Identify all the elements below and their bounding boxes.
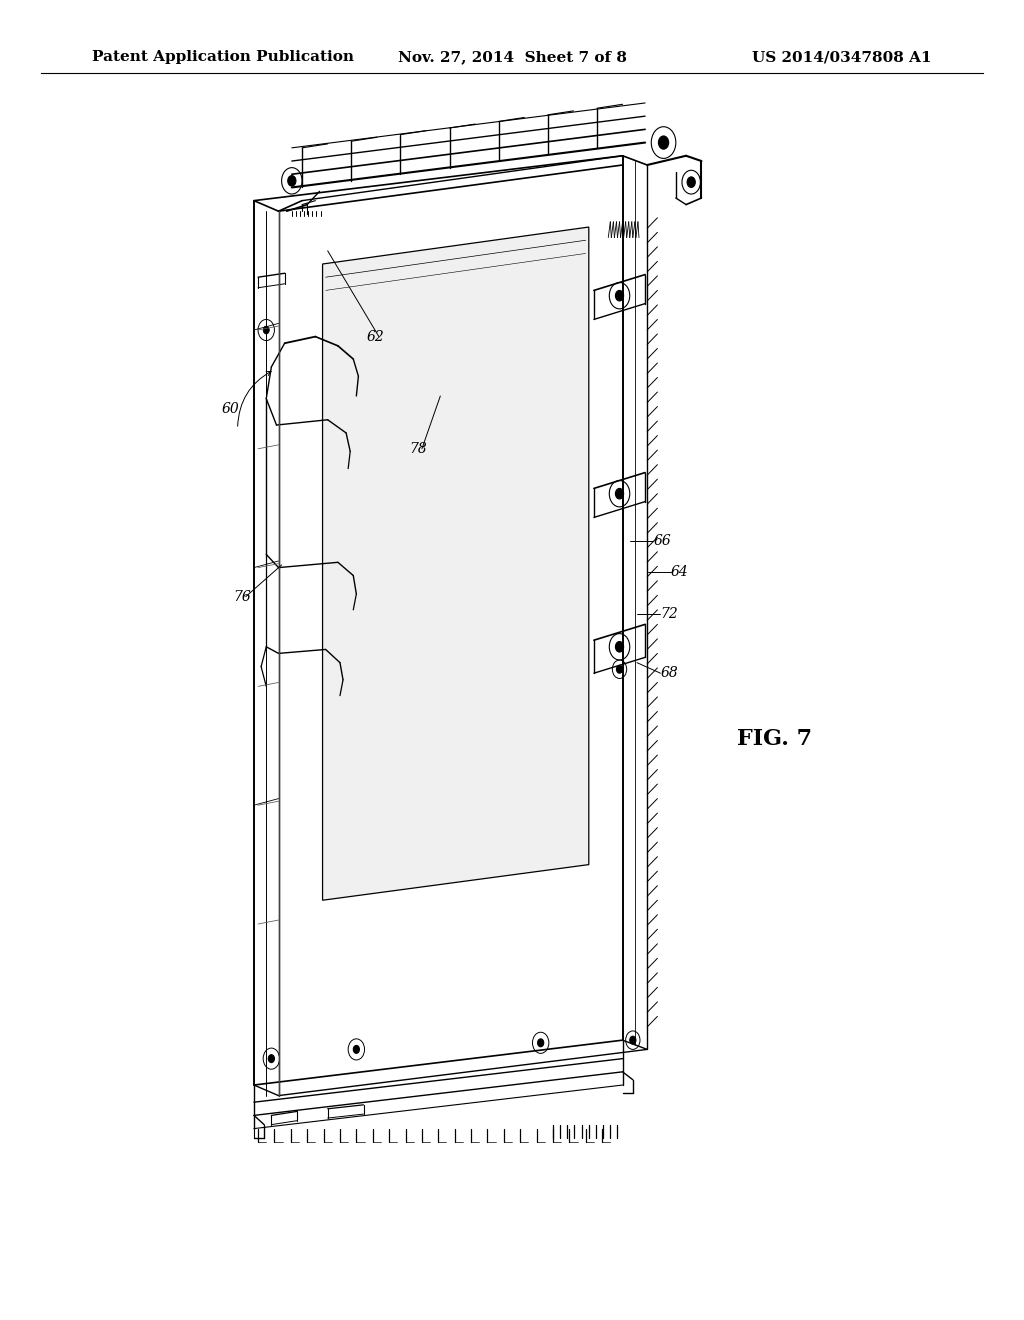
- Text: 66: 66: [653, 535, 671, 548]
- Circle shape: [353, 1045, 359, 1053]
- Circle shape: [615, 290, 624, 301]
- Text: Nov. 27, 2014  Sheet 7 of 8: Nov. 27, 2014 Sheet 7 of 8: [397, 50, 627, 65]
- Text: FIG. 7: FIG. 7: [737, 729, 812, 750]
- Text: 62: 62: [367, 330, 384, 343]
- Text: Patent Application Publication: Patent Application Publication: [92, 50, 354, 65]
- Text: 64: 64: [671, 565, 688, 578]
- Circle shape: [616, 665, 623, 673]
- Text: 72: 72: [660, 607, 678, 620]
- Circle shape: [615, 488, 624, 499]
- Circle shape: [687, 177, 695, 187]
- Circle shape: [288, 176, 296, 186]
- Text: 78: 78: [410, 442, 427, 455]
- Text: US 2014/0347808 A1: US 2014/0347808 A1: [753, 50, 932, 65]
- Circle shape: [538, 1039, 544, 1047]
- Circle shape: [658, 136, 669, 149]
- Circle shape: [615, 642, 624, 652]
- Text: 60: 60: [221, 403, 240, 416]
- Text: 76: 76: [233, 590, 251, 603]
- Polygon shape: [323, 227, 589, 900]
- Circle shape: [268, 1055, 274, 1063]
- Circle shape: [263, 326, 269, 334]
- Circle shape: [630, 1036, 636, 1044]
- Text: 68: 68: [660, 667, 678, 680]
- FancyArrowPatch shape: [238, 371, 271, 426]
